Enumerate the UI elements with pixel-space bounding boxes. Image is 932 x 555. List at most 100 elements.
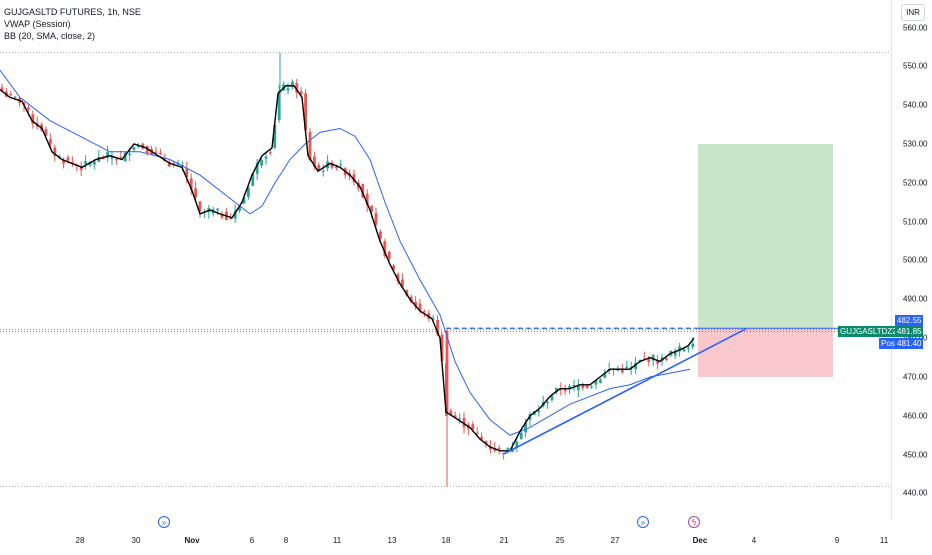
candle xyxy=(660,357,664,361)
candle xyxy=(154,151,158,153)
x-tick-label: 18 xyxy=(441,536,451,545)
candle xyxy=(53,147,57,157)
candle xyxy=(537,410,541,413)
candle xyxy=(506,447,510,450)
candle xyxy=(647,357,651,362)
candle xyxy=(247,187,250,197)
last-price-tag: 481.85 xyxy=(895,326,924,337)
x-tick-label: 11 xyxy=(879,536,889,545)
x-tick-label: 6 xyxy=(249,536,255,545)
candle xyxy=(330,162,334,168)
candle xyxy=(484,441,488,445)
candle xyxy=(167,161,171,167)
candle xyxy=(603,372,607,378)
candle xyxy=(563,389,567,392)
candle xyxy=(277,91,281,121)
candle xyxy=(0,87,4,92)
forward-arrows-icon[interactable]: » xyxy=(158,516,170,528)
candle xyxy=(423,311,426,313)
candle xyxy=(79,166,83,171)
candle xyxy=(594,380,598,385)
x-tick-label: 4 xyxy=(751,536,757,545)
candle xyxy=(489,446,492,450)
y-tick-label: 460.00 xyxy=(903,411,928,421)
candle xyxy=(383,241,387,256)
candle xyxy=(524,422,527,433)
candle xyxy=(370,205,373,212)
x-tick-label: 30 xyxy=(131,536,141,545)
candle xyxy=(568,385,571,389)
candle xyxy=(462,417,466,428)
candle xyxy=(255,162,259,174)
symbol-title: GUJGASLTD FUTURES, 1h, NSE xyxy=(4,7,141,17)
candle xyxy=(396,274,400,282)
candle xyxy=(13,96,17,98)
y-tick-label: 500.00 xyxy=(903,255,928,265)
target-zone xyxy=(698,143,833,329)
candle xyxy=(361,184,365,198)
candle xyxy=(128,153,131,156)
stop-zone xyxy=(698,328,833,377)
y-tick-label: 530.00 xyxy=(903,139,928,149)
y-tick-label: 550.00 xyxy=(903,61,928,71)
candle xyxy=(9,94,13,96)
candle xyxy=(62,160,65,164)
candle xyxy=(590,386,593,388)
candle xyxy=(264,156,268,159)
candle xyxy=(44,129,48,136)
bb-basis-line xyxy=(0,69,691,436)
candle xyxy=(317,164,321,171)
x-tick-label: 9 xyxy=(834,536,840,545)
candle xyxy=(339,163,343,165)
candle xyxy=(449,410,453,416)
y-tick-label: 440.00 xyxy=(903,488,928,498)
candle xyxy=(440,334,444,361)
candle xyxy=(198,201,202,212)
candle xyxy=(418,303,422,311)
candle xyxy=(181,164,184,166)
candle xyxy=(458,418,461,420)
flash-icon[interactable]: ϟ xyxy=(688,516,700,528)
candle xyxy=(273,124,277,148)
candle xyxy=(216,208,219,211)
y-tick-label: 470.00 xyxy=(903,372,928,382)
candle xyxy=(119,156,123,158)
currency-button[interactable]: INR xyxy=(901,4,925,21)
candle xyxy=(172,163,175,165)
x-tick-label: 8 xyxy=(283,536,289,545)
candle xyxy=(682,349,686,352)
candle xyxy=(493,448,497,451)
x-tick-label: Dec xyxy=(692,536,708,545)
candle xyxy=(480,436,483,440)
bb-legend: BB (20, SMA, close, 2) xyxy=(4,31,96,41)
candle xyxy=(414,301,417,307)
candle xyxy=(687,348,690,350)
candle xyxy=(445,330,449,412)
candle xyxy=(84,161,87,165)
candle xyxy=(374,212,378,225)
forward-arrows-icon[interactable]: » xyxy=(637,516,649,528)
candle xyxy=(194,188,197,198)
candle xyxy=(321,170,325,172)
candle xyxy=(555,387,558,393)
candle xyxy=(559,389,563,391)
candle xyxy=(229,217,233,219)
chart-legend: GUJGASLTD FUTURES, 1h, NSE VWAP (Session… xyxy=(4,6,141,42)
x-tick-label: 27 xyxy=(610,536,620,545)
candle xyxy=(643,358,646,360)
candle xyxy=(379,231,382,239)
candle xyxy=(220,214,224,218)
y-tick-label: 450.00 xyxy=(903,450,928,460)
y-tick-label: 560.00 xyxy=(903,23,928,32)
candle xyxy=(49,139,52,145)
vwap-line xyxy=(0,85,695,452)
y-tick-label: 520.00 xyxy=(903,178,928,188)
candle xyxy=(387,251,391,259)
candle xyxy=(431,318,435,320)
candle xyxy=(401,279,404,288)
candle xyxy=(185,168,189,177)
x-tick-label: 28 xyxy=(75,536,85,545)
candle xyxy=(93,161,96,165)
